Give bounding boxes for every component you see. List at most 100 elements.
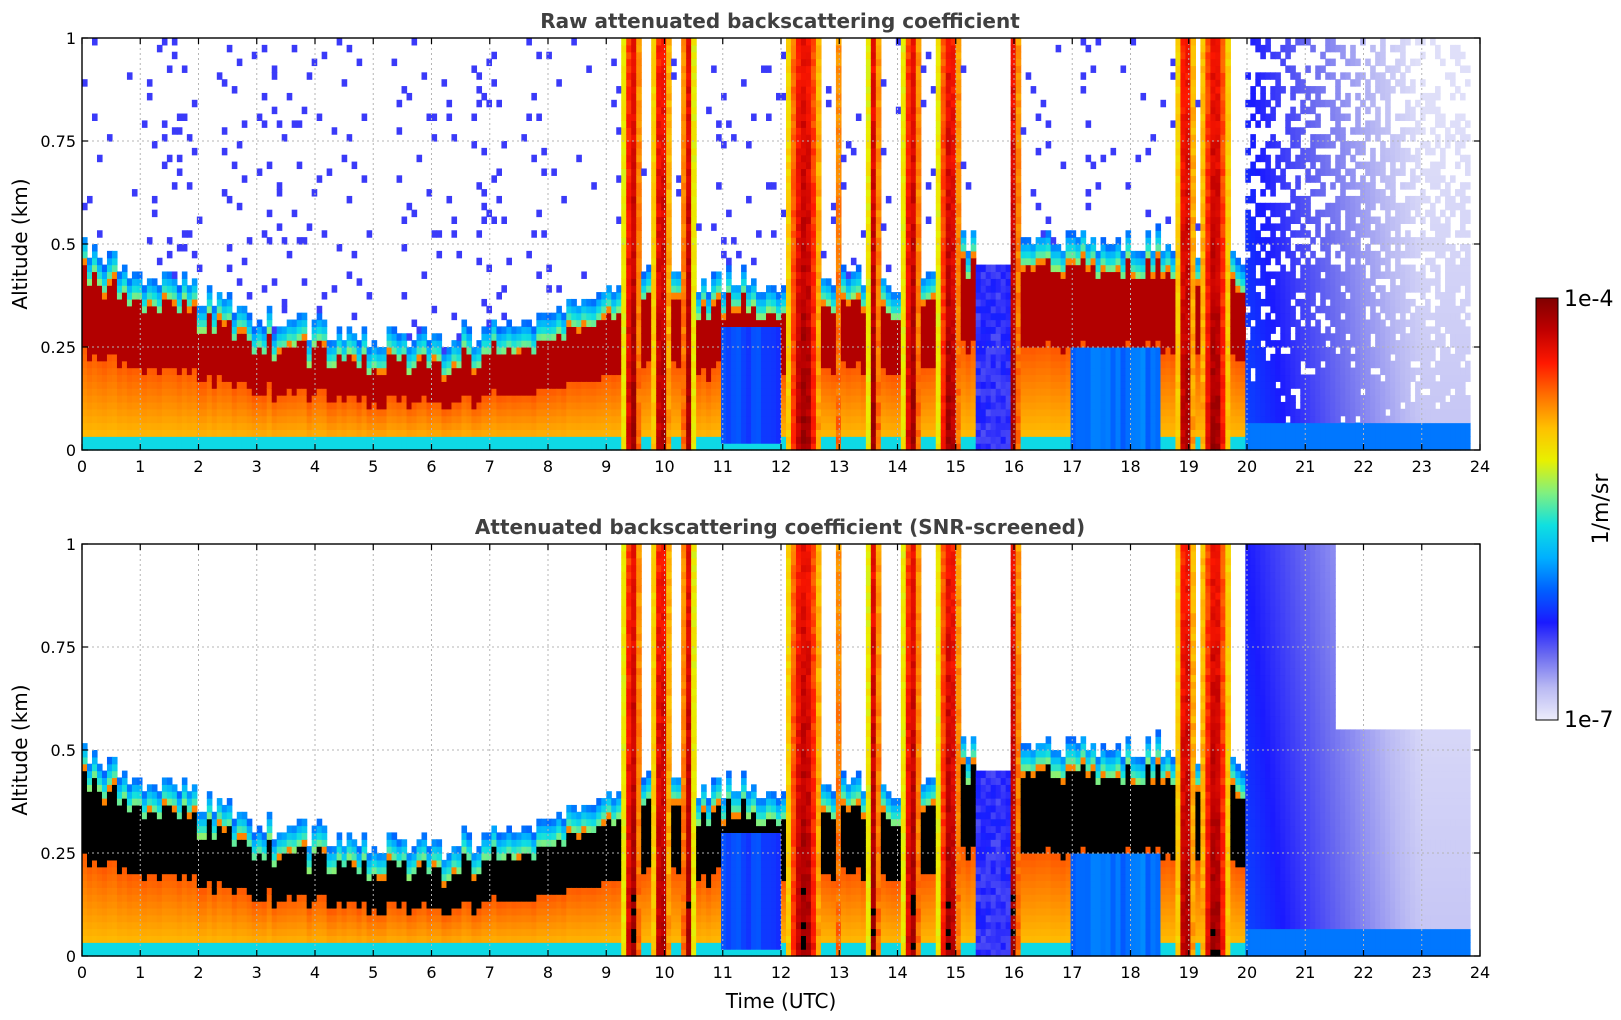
- heatmap-cell: [905, 347, 912, 355]
- heatmap-cell: [671, 381, 677, 389]
- heatmap-cell: [875, 319, 882, 327]
- heatmap-cell: [781, 51, 787, 60]
- heatmap-cell: [845, 312, 852, 321]
- heatmap-cell: [771, 443, 777, 451]
- heatmap-cell: [291, 374, 298, 382]
- heatmap-cell: [661, 120, 667, 128]
- heatmap-cell: [246, 422, 253, 430]
- heatmap-cell: [885, 429, 892, 437]
- heatmap-cell: [920, 305, 927, 314]
- heatmap-cell: [900, 264, 907, 273]
- heatmap-cell: [236, 141, 243, 149]
- heatmap-cell: [691, 72, 697, 80]
- heatmap-cell: [865, 271, 872, 279]
- heatmap-cell: [446, 195, 453, 204]
- heatmap-cell: [296, 401, 303, 410]
- heatmap-cell: [746, 340, 752, 348]
- heatmap-cell: [860, 319, 867, 327]
- heatmap-cell: [601, 292, 607, 300]
- heatmap-cell: [161, 353, 168, 362]
- heatmap-cell: [216, 319, 223, 327]
- heatmap-cell: [176, 408, 183, 417]
- heatmap-cell: [875, 147, 882, 156]
- heatmap-cell: [416, 154, 423, 163]
- heatmap-cell: [551, 326, 557, 334]
- heatmap-cell: [361, 415, 368, 424]
- heatmap-cell: [351, 395, 358, 403]
- heatmap-cell: [82, 319, 88, 327]
- heatmap-cell: [101, 401, 108, 410]
- heatmap-cell: [890, 326, 897, 334]
- heatmap-cell: [91, 271, 98, 279]
- heatmap-cell: [216, 374, 223, 382]
- heatmap-cell: [850, 147, 857, 156]
- heatmap-cell: [126, 326, 133, 334]
- heatmap-cell: [621, 72, 627, 80]
- heatmap-cell: [446, 113, 453, 121]
- heatmap-cell: [511, 360, 517, 369]
- heatmap-cell: [586, 367, 592, 376]
- heatmap-cell: [501, 422, 507, 430]
- heatmap-cell: [341, 374, 348, 382]
- heatmap-cell: [416, 374, 423, 382]
- heatmap-cell: [151, 374, 158, 382]
- heatmap-cell: [666, 202, 672, 211]
- heatmap-cell: [136, 401, 143, 410]
- heatmap-cell: [406, 443, 413, 451]
- heatmap-cell: [681, 401, 687, 410]
- heatmap-cell: [221, 360, 228, 369]
- heatmap-cell: [231, 415, 238, 424]
- heatmap-cell: [840, 285, 847, 293]
- heatmap-cell: [541, 422, 547, 430]
- heatmap-cell: [815, 237, 822, 245]
- heatmap-cell: [436, 360, 443, 369]
- heatmap-cell: [825, 86, 832, 94]
- heatmap-cell: [301, 333, 308, 341]
- heatmap-cell: [636, 305, 642, 314]
- heatmap-cell: [895, 395, 902, 403]
- heatmap-cell: [516, 333, 522, 341]
- heatmap-cell: [411, 374, 418, 382]
- heatmap-cell: [835, 175, 842, 183]
- heatmap-cell: [541, 312, 547, 321]
- heatmap-cell: [691, 408, 697, 417]
- heatmap-cell: [855, 422, 862, 430]
- heatmap-cell: [766, 395, 772, 403]
- heatmap-cell: [721, 333, 727, 341]
- heatmap-cell: [136, 408, 143, 417]
- heatmap-cell: [361, 429, 368, 437]
- heatmap-cell: [546, 381, 552, 389]
- heatmap-cell: [576, 305, 582, 314]
- heatmap-cell: [461, 374, 468, 382]
- heatmap-cell: [795, 223, 802, 231]
- heatmap-cell: [815, 99, 822, 108]
- heatmap-cell: [800, 264, 807, 273]
- heatmap-cell: [391, 340, 398, 348]
- heatmap-cell: [446, 395, 453, 403]
- heatmap-cell: [471, 367, 478, 376]
- heatmap-cell: [401, 381, 408, 389]
- heatmap-cell: [736, 415, 742, 424]
- heatmap-cell: [636, 401, 642, 410]
- heatmap-cell: [211, 347, 218, 355]
- heatmap-cell: [261, 333, 268, 341]
- heatmap-cell: [96, 305, 103, 314]
- heatmap-cell: [141, 298, 148, 307]
- heatmap-cell: [930, 422, 937, 430]
- heatmap-cell: [541, 395, 547, 403]
- heatmap-cell: [286, 415, 293, 424]
- heatmap-cell: [621, 353, 627, 362]
- heatmap-cell: [311, 374, 318, 382]
- heatmap-cell: [82, 312, 88, 321]
- heatmap-cell: [790, 154, 797, 163]
- heatmap-cell: [426, 113, 433, 121]
- heatmap-cell: [626, 154, 632, 163]
- heatmap-cell: [436, 443, 443, 451]
- heatmap-cell: [621, 106, 627, 115]
- heatmap-cell: [326, 367, 333, 376]
- heatmap-cell: [895, 340, 902, 348]
- heatmap-cell: [661, 209, 667, 218]
- heatmap-cell: [900, 147, 907, 156]
- heatmap-cell: [141, 333, 148, 341]
- heatmap-cell: [656, 436, 662, 444]
